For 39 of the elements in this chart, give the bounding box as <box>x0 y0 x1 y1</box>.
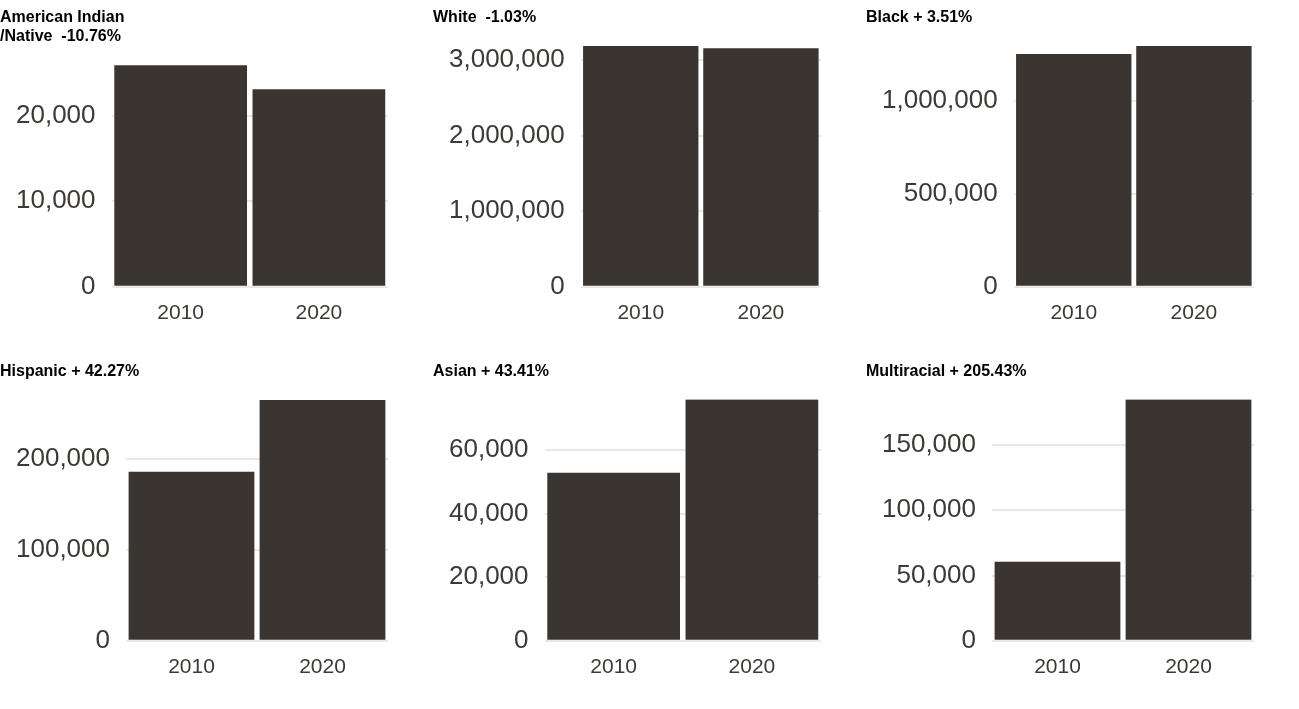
chart-title: Hispanic + 42.27% <box>0 362 140 380</box>
y-tick-label: 100,000 <box>16 533 110 564</box>
y-tick-label: 40,000 <box>448 496 529 527</box>
y-tick-label: 2,000,000 <box>449 118 565 149</box>
y-tick-label: 3,000,000 <box>449 43 565 74</box>
y-tick-label: 1,000,000 <box>882 84 998 115</box>
chart-title: American Indian /Native -10.76% <box>0 8 125 45</box>
x-tick-label: 2010 <box>1034 654 1081 678</box>
x-tick-label: 2020 <box>295 300 343 324</box>
y-tick-label: 0 <box>961 623 976 654</box>
y-tick-label: 60,000 <box>448 433 529 464</box>
x-tick-label: 2020 <box>737 300 785 324</box>
y-tick-label: 0 <box>81 269 96 300</box>
x-tick-label: 2010 <box>157 300 204 324</box>
x-tick-label: 2010 <box>617 300 665 324</box>
y-tick-label: 0 <box>983 269 998 300</box>
x-tick-label: 2020 <box>728 654 776 678</box>
y-tick-label: 0 <box>514 623 529 654</box>
y-tick-label: 1,000,000 <box>449 194 565 225</box>
y-tick-label: 50,000 <box>896 558 976 589</box>
x-tick-label: 2020 <box>1170 300 1218 324</box>
chart-title: Asian + 43.41% <box>433 362 550 380</box>
x-tick-label: 2010 <box>1050 300 1098 324</box>
y-tick-label: 500,000 <box>903 177 998 208</box>
y-tick-label: 100,000 <box>882 493 976 524</box>
chart-title: Black + 3.51% <box>866 8 973 26</box>
y-tick-label: 150,000 <box>882 428 976 459</box>
y-tick-label: 0 <box>550 269 565 300</box>
x-tick-label: 2020 <box>1165 654 1212 678</box>
y-tick-label: 0 <box>95 623 110 654</box>
x-tick-label: 2020 <box>299 654 346 678</box>
x-tick-label: 2010 <box>590 654 637 678</box>
y-tick-label: 20,000 <box>448 560 529 591</box>
y-tick-label: 10,000 <box>15 184 96 215</box>
y-tick-label: 200,000 <box>16 442 110 473</box>
chart-title: White -1.03% <box>433 8 537 26</box>
y-tick-label: 20,000 <box>15 98 96 129</box>
chart-title: Multiracial + 205.43% <box>866 362 1027 380</box>
x-tick-label: 2010 <box>168 654 215 678</box>
